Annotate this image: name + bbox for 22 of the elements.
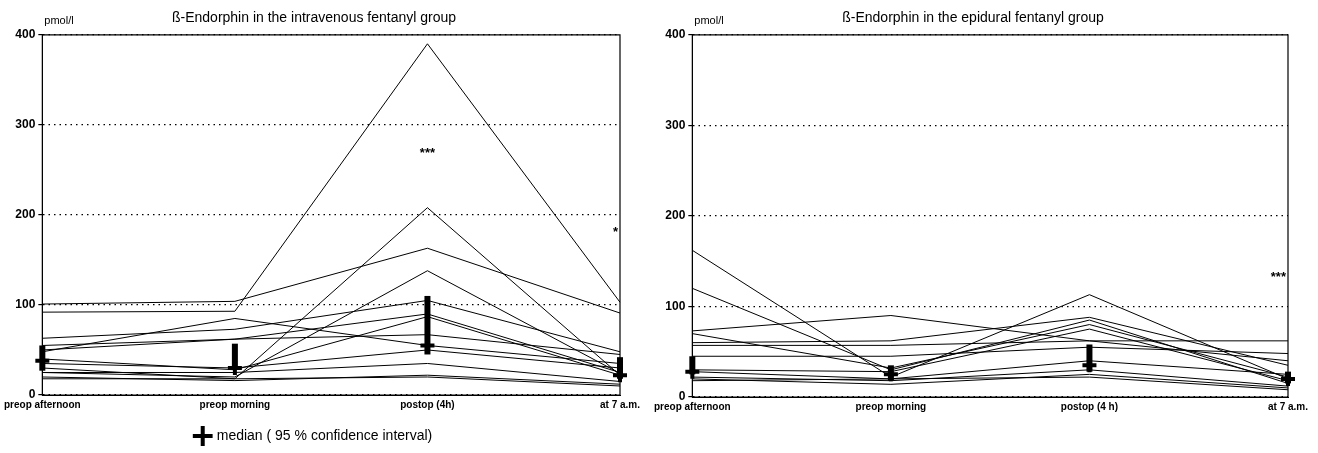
x-tick-label: postop (4 h)	[1060, 400, 1119, 412]
chart-title: ß-Endorphin in the intravenous fentanyl group	[171, 9, 457, 26]
y-tick-label: 200	[15, 207, 36, 222]
y-tick-label: 300	[15, 117, 36, 132]
y-tick-label: 300	[665, 117, 686, 132]
y-axis-title: pmol/l	[694, 14, 724, 27]
x-tick-label: at 7 a.m.	[599, 398, 641, 410]
y-tick-label: 400	[665, 27, 686, 42]
y-axis-title: pmol/l	[44, 14, 74, 27]
x-tick-label: preop morning	[199, 398, 271, 410]
y-tick-label: 400	[15, 27, 36, 42]
annotation: *	[612, 224, 619, 240]
x-tick-label: preop morning	[855, 400, 927, 412]
x-tick-label: at 7 a.m.	[1267, 400, 1309, 412]
chart-title: ß-Endorphin in the epidural fentanyl group	[842, 9, 1104, 26]
y-tick-label: 200	[665, 208, 686, 223]
annotation: ***	[419, 145, 436, 161]
y-tick-label: 100	[15, 297, 36, 312]
legend-label: median ( 95 % confidence interval)	[216, 426, 433, 443]
y-tick-label: 100	[665, 298, 686, 313]
annotation: ***	[1270, 269, 1287, 285]
x-tick-label: postop (4h)	[400, 398, 455, 410]
